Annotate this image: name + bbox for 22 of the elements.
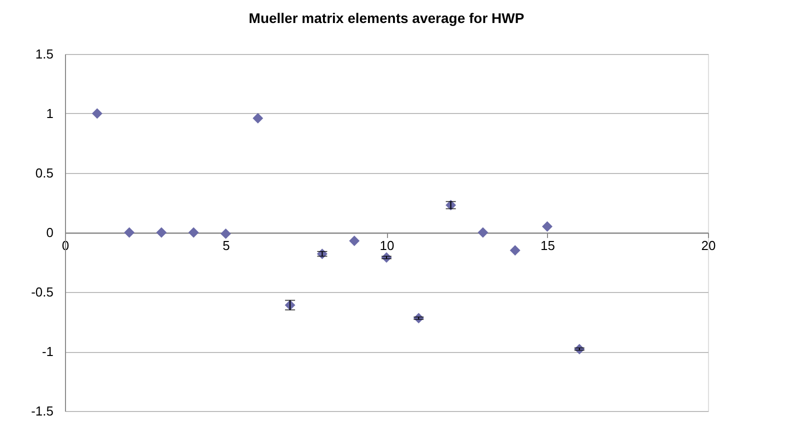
point (124, 227, 135, 238)
point (220, 228, 231, 239)
x-tick-label: 15 (540, 238, 555, 253)
point (156, 227, 167, 238)
point (510, 245, 520, 256)
x-tick-label: 5 (222, 238, 230, 253)
y-tick-label: 1 (46, 106, 54, 121)
y-tick-label: -0.5 (31, 284, 54, 300)
point (542, 221, 552, 232)
y-tick-label: -1.5 (31, 404, 54, 418)
y-tick-label: 0 (46, 225, 54, 240)
y-tick-label: 1.5 (35, 46, 54, 62)
point (478, 227, 488, 238)
point (252, 113, 264, 124)
x-tick-label: 10 (380, 238, 394, 253)
x-tick-label: 20 (701, 238, 716, 253)
y-tick-label: 0.5 (35, 166, 54, 180)
y-tick-label: -1 (42, 344, 54, 359)
point (92, 108, 102, 119)
point (349, 236, 360, 246)
point (188, 227, 199, 238)
chart-title: Mueller matrix elements average for HWP (248, 10, 524, 26)
